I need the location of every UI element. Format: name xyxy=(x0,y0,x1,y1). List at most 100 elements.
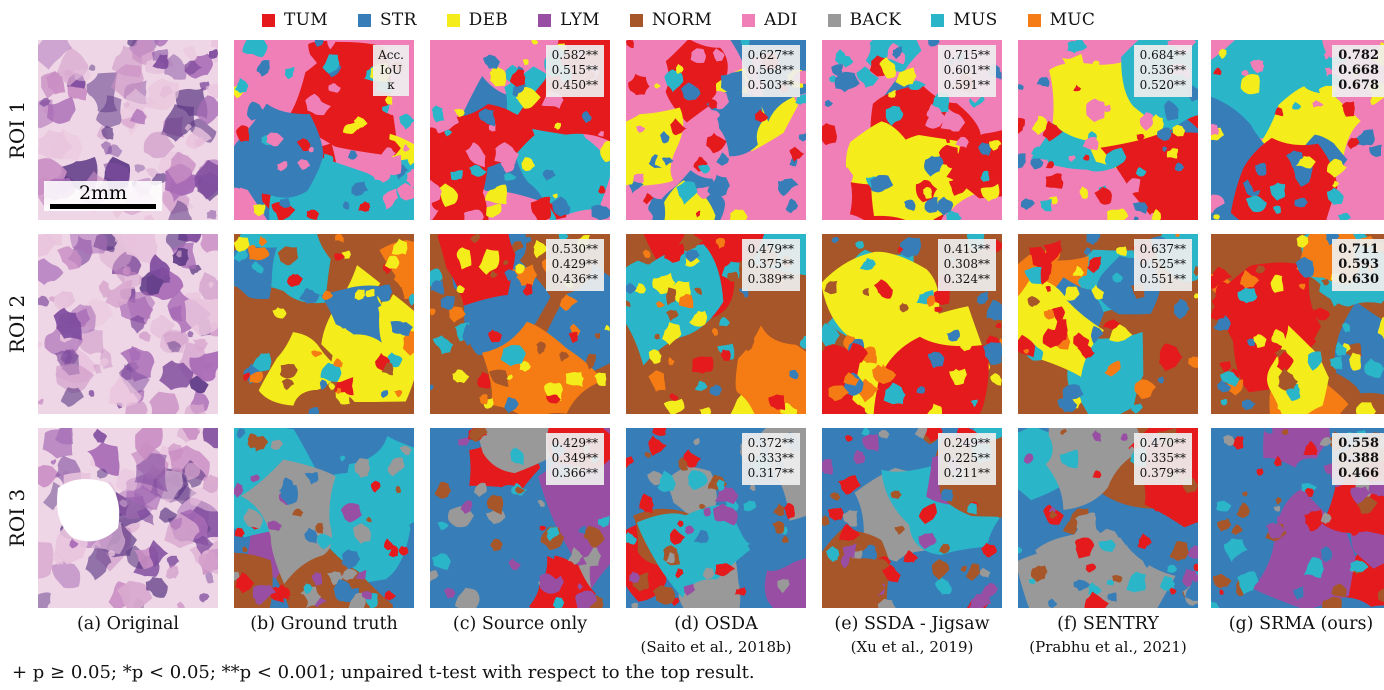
column-caption: (g) SRMA (ours) xyxy=(1196,614,1384,635)
legend-label: LYM xyxy=(560,10,600,30)
legend-item-mus: MUS xyxy=(931,10,997,30)
iou-value: 0.333** xyxy=(747,451,794,465)
metric-scores: 0.627** 0.568** 0.503** xyxy=(741,45,800,97)
metric-scores: 0.372** 0.333** 0.317** xyxy=(741,433,800,485)
iou-value: 0.225** xyxy=(943,451,990,465)
accuracy-value: 0.413** xyxy=(943,242,990,256)
caption-title: (c) Source only xyxy=(452,614,588,634)
metric-scores: 0.782 0.668 0.678 xyxy=(1332,45,1384,97)
caption-citation: (Xu et al., 2019) xyxy=(850,638,974,656)
scale-bar-line xyxy=(50,204,156,209)
legend-swatch xyxy=(538,13,552,27)
accuracy-value: 0.372** xyxy=(747,436,794,450)
he-stained-tissue-image xyxy=(38,428,218,608)
accuracy-value: 0.249** xyxy=(943,436,990,450)
accuracy-value: 0.530** xyxy=(551,242,598,256)
prediction-map: 0.479** 0.375** 0.389** xyxy=(626,234,806,414)
caption-title: (f) SENTRY xyxy=(1057,614,1159,634)
segmentation-map xyxy=(234,428,414,608)
legend-swatch xyxy=(827,13,841,27)
metric-scores: 0.413** 0.308** 0.324** xyxy=(937,239,996,291)
column-caption: (d) OSDA (Saito et al., 2018b) xyxy=(611,614,821,658)
accuracy-value: 0.627** xyxy=(747,48,794,62)
kappa-value: 0.678 xyxy=(1338,78,1379,93)
iou-value: 0.593 xyxy=(1338,257,1379,272)
metric-scores: 0.470** 0.335** 0.379** xyxy=(1133,433,1192,485)
iou-value: 0.601** xyxy=(943,63,990,77)
iou-value: 0.335** xyxy=(1139,451,1186,465)
legend-label: TUM xyxy=(284,10,328,30)
segmentation-map xyxy=(1018,428,1198,608)
prediction-map xyxy=(234,428,414,608)
prediction-map: 0.637** 0.525** 0.551** xyxy=(1018,234,1198,414)
kappa-value: 0.324** xyxy=(943,272,990,286)
metric-scores: 0.582** 0.515** 0.450** xyxy=(545,45,604,97)
metric-scores: 0.637** 0.525** 0.551** xyxy=(1133,239,1192,291)
accuracy-value: 0.684** xyxy=(1139,48,1186,62)
kappa-value: 0.436** xyxy=(551,272,598,286)
caption-title: (b) Ground truth xyxy=(250,614,398,634)
metric-scores: 0.558 0.388 0.466 xyxy=(1332,433,1384,485)
kappa-value: 0.591** xyxy=(943,78,990,92)
segmentation-map xyxy=(234,234,414,414)
metric-scores: 0.530** 0.429** 0.436** xyxy=(545,239,604,291)
metric-scores: 0.684** 0.536** 0.520** xyxy=(1133,45,1192,97)
accuracy-value: 0.558 xyxy=(1338,436,1379,451)
kappa-value: 0.520** xyxy=(1139,78,1186,92)
metric-key-iou: IoU xyxy=(380,63,403,77)
caption-title: (e) SSDA - Jigsaw xyxy=(834,614,990,634)
kappa-value: 0.389** xyxy=(747,272,794,286)
prediction-map: 0.249** 0.225** 0.211** xyxy=(822,428,1002,608)
iou-value: 0.525** xyxy=(1139,257,1186,271)
row-label: ROI 2 xyxy=(5,294,29,354)
footnote: + p ≥ 0.05; *p < 0.05; **p < 0.001; unpa… xyxy=(12,662,755,683)
prediction-map xyxy=(234,234,414,414)
prediction-map: 0.627** 0.568** 0.503** xyxy=(626,40,806,220)
caption-title: (d) OSDA xyxy=(674,614,758,634)
kappa-value: 0.551** xyxy=(1139,272,1186,286)
class-legend: TUM STR DEB LYM NORM ADI BACK MUS MUC xyxy=(262,8,1125,32)
kappa-value: 0.366** xyxy=(551,466,598,480)
prediction-map: 0.782 0.668 0.678 xyxy=(1211,40,1384,220)
legend-item-deb: DEB xyxy=(446,10,509,30)
original-image xyxy=(38,234,218,414)
caption-title: (a) Original xyxy=(76,614,180,634)
column-caption: (f) SENTRY (Prabhu et al., 2021) xyxy=(1003,614,1213,658)
scale-bar-label: 2mm xyxy=(78,182,128,204)
metric-scores: 0.711 0.593 0.630 xyxy=(1332,239,1384,291)
legend-item-lym: LYM xyxy=(538,10,600,30)
legend-label: DEB xyxy=(468,10,509,30)
scale-bar: 2mm xyxy=(44,181,162,211)
prediction-map: 0.429** 0.349** 0.366** xyxy=(430,428,610,608)
iou-value: 0.568** xyxy=(747,63,794,77)
segmentation-map xyxy=(822,40,1002,220)
metric-key: Acc. IoU κ xyxy=(373,45,409,96)
iou-value: 0.388 xyxy=(1338,451,1379,466)
original-image xyxy=(38,428,218,608)
legend-label: MUC xyxy=(1049,10,1096,30)
row-label: ROI 3 xyxy=(5,488,29,548)
accuracy-value: 0.715** xyxy=(943,48,990,62)
kappa-value: 0.503** xyxy=(747,78,794,92)
accuracy-value: 0.470** xyxy=(1139,436,1186,450)
accuracy-value: 0.582** xyxy=(551,48,598,62)
iou-value: 0.308** xyxy=(943,257,990,271)
legend-item-muc: MUC xyxy=(1027,10,1096,30)
kappa-value: 0.211** xyxy=(943,466,990,480)
column-caption: (a) Original xyxy=(23,614,233,635)
legend-swatch xyxy=(629,13,643,27)
kappa-value: 0.466 xyxy=(1338,466,1379,481)
legend-label: STR xyxy=(379,10,417,30)
accuracy-value: 0.637** xyxy=(1139,242,1186,256)
metric-key-acc: Acc. xyxy=(378,48,404,62)
iou-value: 0.515** xyxy=(551,63,598,77)
legend-label: MUS xyxy=(953,10,998,30)
metric-scores: 0.249** 0.225** 0.211** xyxy=(937,433,996,485)
prediction-map: 0.470** 0.335** 0.379** xyxy=(1018,428,1198,608)
kappa-value: 0.317** xyxy=(747,466,794,480)
kappa-value: 0.379** xyxy=(1139,466,1186,480)
metric-key-kappa: κ xyxy=(387,78,395,92)
legend-item-back: BACK xyxy=(827,10,902,30)
iou-value: 0.375** xyxy=(747,257,794,271)
segmentation-map xyxy=(822,234,1002,414)
